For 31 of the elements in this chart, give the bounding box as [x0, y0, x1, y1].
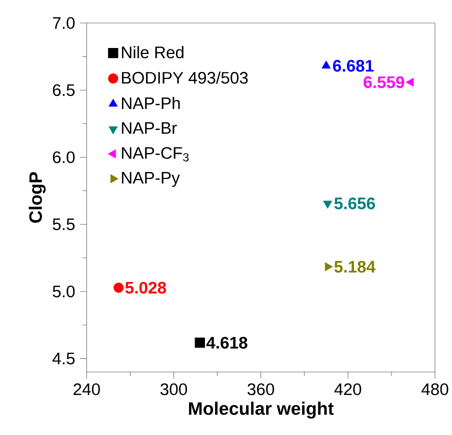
y-tick-label: 4.5: [52, 352, 75, 364]
point: [114, 282, 124, 293]
y-axis-title: ClogP: [28, 172, 46, 223]
legend-label: NAP-Py: [122, 172, 180, 187]
data-label: 4.618: [206, 336, 248, 349]
x-tick-label: 240: [74, 383, 100, 396]
y-tick-label: 5.5: [52, 218, 75, 230]
y-tick-label: 5.0: [52, 286, 75, 298]
x-tick-label: 300: [160, 383, 187, 396]
x-tick-label: 360: [248, 383, 274, 396]
point: [406, 78, 414, 87]
point: [194, 338, 205, 348]
x-tick-label: 420: [334, 383, 362, 396]
point: [323, 200, 332, 208]
data-label: 6.681: [333, 60, 374, 72]
point: [322, 60, 331, 68]
data-label: 5.184: [334, 260, 376, 273]
point: [324, 262, 333, 272]
y-tick-label: 6.0: [52, 151, 75, 164]
y-tick-label: 7.0: [52, 17, 75, 29]
legend-label: Nile Red: [122, 46, 184, 58]
y-tick-label: 6.5: [52, 84, 75, 96]
legend-label: NAP-Ph: [122, 96, 180, 109]
data-label: 5.028: [125, 282, 166, 294]
legend-label: NAP-Br: [122, 122, 177, 134]
legend-label: BODIPY 493/503: [122, 71, 248, 84]
data-label: 5.656: [334, 198, 375, 210]
x-tick-label: 480: [421, 383, 448, 396]
legend-label: NAP-CF$_{3}$: [122, 147, 189, 162]
x-axis-title: Molecular weight: [189, 402, 334, 419]
data-label: 6.559: [364, 76, 404, 88]
